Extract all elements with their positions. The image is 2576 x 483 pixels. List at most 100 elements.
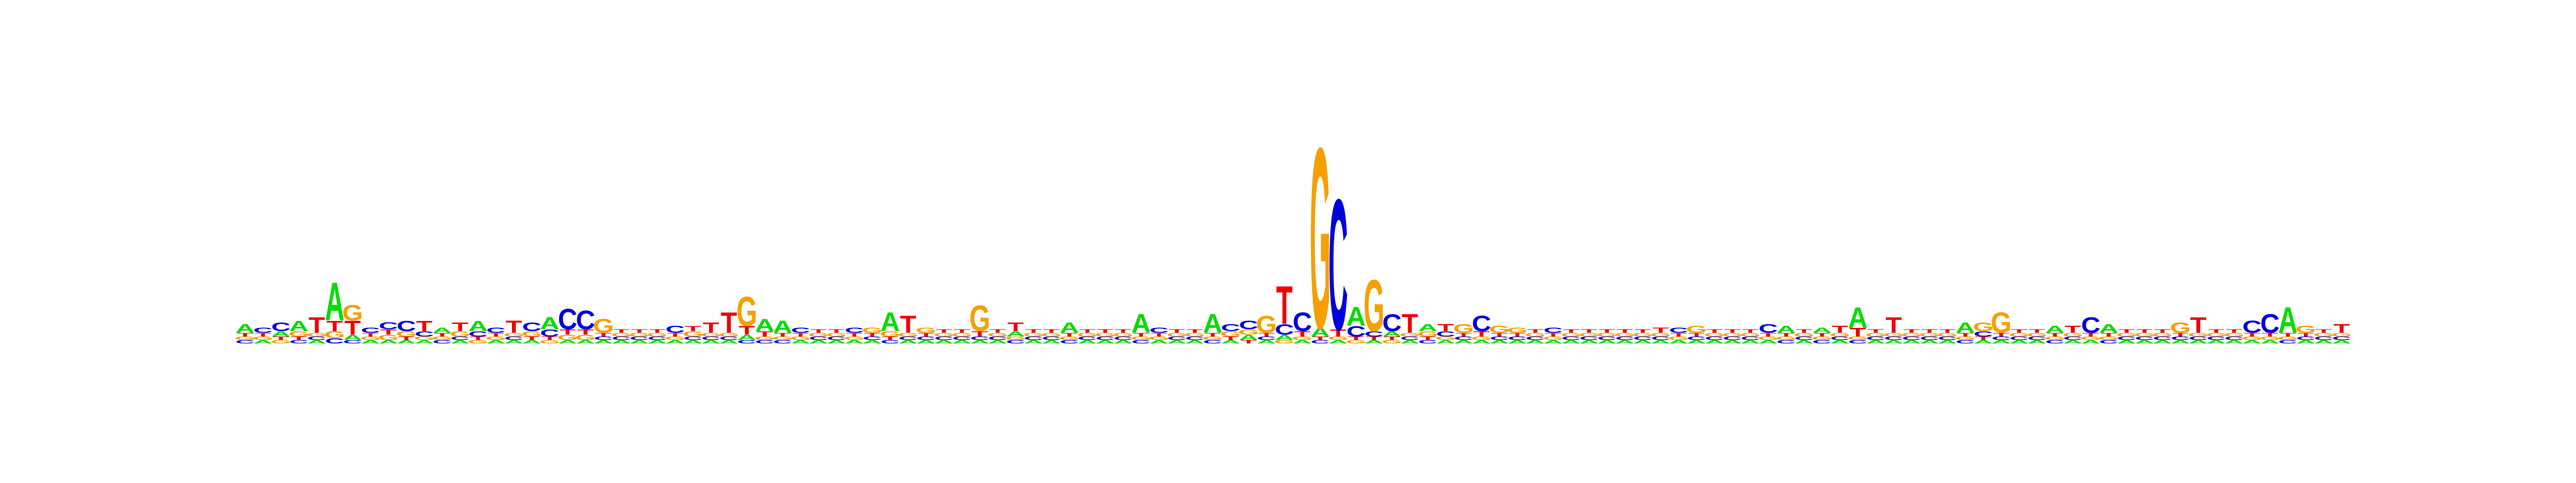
logo-letter-g: G (1597, 332, 1618, 337)
logo-letter-t: T (398, 335, 415, 341)
logo-letter-a: A (236, 322, 255, 335)
logo-letter-a: A (1221, 339, 1240, 345)
logo-letter-c: C (1902, 335, 1921, 341)
logo-letter-a: A (1042, 339, 1061, 345)
logo-letter-g: G (467, 339, 488, 345)
logo-letter-c: C (1418, 339, 1437, 345)
logo-letter-g: G (1471, 335, 1492, 341)
logo-letter-c: C (916, 335, 935, 341)
logo-letter-a: A (791, 339, 810, 345)
logo-letter-a: A (1203, 309, 1223, 339)
logo-letter-t: T (559, 328, 576, 336)
logo-letter-g: G (521, 330, 542, 338)
logo-letter-a: A (1992, 339, 2011, 345)
logo-letter-c: C (791, 326, 810, 334)
logo-letter-g: G (2152, 332, 2173, 337)
logo-letter-g: G (2080, 335, 2101, 341)
logo-letter-g: G (324, 330, 345, 340)
logo-letter-a: A (2009, 339, 2029, 345)
logo-letter-t: T (649, 328, 665, 334)
logo-letter-g: G (736, 288, 757, 335)
logo-letter-a: A (1382, 330, 1402, 338)
logo-letter-c: C (1293, 307, 1312, 337)
logo-letter-a: A (916, 339, 935, 345)
logo-letter-c: C (2153, 335, 2172, 341)
logo-letter-c: C (1346, 323, 1366, 340)
logo-letter-g: G (1955, 335, 1976, 341)
logo-letter-a: A (2135, 339, 2154, 345)
logo-letter-t: T (1223, 335, 1239, 341)
logo-letter-t: T (541, 335, 558, 341)
logo-letter-g: G (880, 330, 901, 338)
logo-letter-a: A (2117, 339, 2136, 345)
logo-letter-t: T (1258, 332, 1275, 337)
logo-letter-c: C (2045, 339, 2065, 345)
logo-letter-a: A (845, 339, 864, 345)
logo-letter-t: T (2101, 332, 2117, 337)
logo-letter-a: A (415, 339, 434, 345)
logo-letter-a: A (2099, 322, 2118, 335)
logo-letter-c: C (253, 326, 273, 334)
logo-letter-g: G (1113, 332, 1133, 337)
logo-letter-c: C (289, 339, 309, 345)
logo-letter-g: G (2134, 332, 2155, 337)
logo-letter-t: T (1043, 328, 1060, 334)
logo-letter-g: G (1166, 332, 1187, 337)
logo-letter-t: T (1294, 330, 1311, 338)
logo-letter-g: G (2259, 335, 2280, 341)
logo-letter-t: T (1993, 332, 2010, 337)
logo-letter-g: G (1937, 332, 1958, 337)
logo-letter-t: T (1975, 335, 1992, 341)
logo-letter-c: C (737, 339, 757, 345)
logo-letter-c: C (558, 303, 577, 336)
logo-letter-t: T (1187, 328, 1203, 334)
logo-letter-a: A (2224, 339, 2244, 345)
logo-letter-a: A (2296, 339, 2315, 345)
logo-letter-g: G (1059, 335, 1080, 341)
logo-letter-t: T (1026, 328, 1042, 334)
logo-letter-a: A (1400, 339, 1419, 345)
logo-letter-t: T (2316, 328, 2332, 334)
logo-letter-t: T (936, 328, 953, 334)
logo-letter-t: T (792, 332, 809, 337)
logo-letter-g: G (1077, 332, 1098, 337)
logo-letter-g: G (2062, 332, 2083, 337)
logo-letter-a: A (2242, 339, 2262, 345)
logo-letter-t: T (506, 317, 522, 336)
logo-letter-t: T (2333, 322, 2350, 335)
logo-letter-a: A (1866, 339, 1885, 345)
logo-letter-g: G (790, 335, 811, 341)
logo-letter-t: T (1169, 328, 1185, 334)
logo-letter-a: A (701, 339, 721, 345)
logo-letter-c: C (1006, 339, 1025, 345)
logo-letter-g: G (755, 335, 775, 341)
logo-letter-a: A (2153, 339, 2172, 345)
logo-letter-g: G (1578, 332, 1599, 337)
logo-letter-g: G (1435, 335, 1456, 341)
logo-letter-a: A (289, 318, 309, 334)
logo-letter-t: T (2297, 332, 2314, 337)
logo-letter-a: A (1687, 339, 1706, 345)
logo-letter-a: A (1615, 339, 1635, 345)
logo-letter-c: C (2332, 335, 2351, 341)
logo-letter-g: G (235, 335, 255, 341)
